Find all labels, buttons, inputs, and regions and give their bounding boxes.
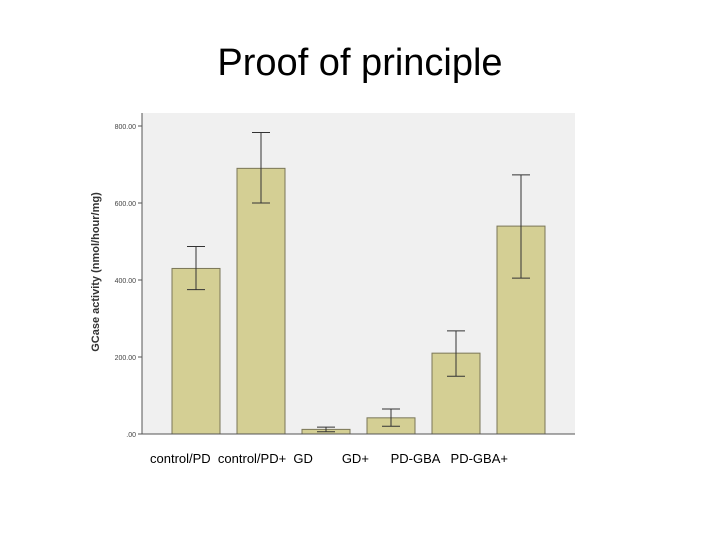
x-tick-labels: control/PD control/PD+ GD GD+ PD-GBA PD-…: [150, 451, 508, 466]
bar-control-pd: [171, 267, 221, 435]
bar-control-pdplus: [236, 167, 286, 435]
y-tick-label-3: 200.00: [115, 355, 137, 362]
y-axis-label-text: GCase activity (nmol/hour/mg): [90, 192, 102, 352]
y-ticks-group: 800.00 600.00 400.00 200.00 .00: [115, 124, 142, 439]
y-tick-label-2: 400.00: [115, 278, 137, 285]
bars-group: [171, 167, 546, 435]
y-tick-label-1: 600.00: [115, 201, 137, 208]
error-bars-group: [187, 132, 530, 433]
y-tick-label-4: .00: [126, 432, 136, 439]
x-axis-labels: control/PD control/PD+ GD GD+ PD-GBA PD-…: [0, 451, 720, 471]
y-tick-label-0: 800.00: [115, 124, 137, 131]
slide-title: Proof of principle: [217, 42, 503, 84]
